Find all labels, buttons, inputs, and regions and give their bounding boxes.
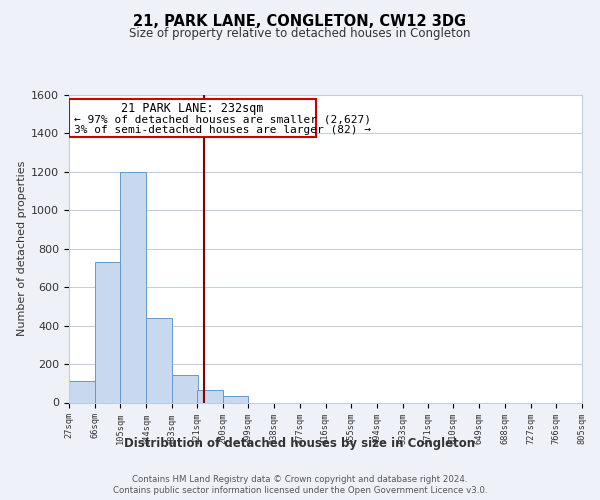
Text: 21 PARK LANE: 232sqm: 21 PARK LANE: 232sqm (121, 102, 264, 114)
Text: 3% of semi-detached houses are larger (82) →: 3% of semi-detached houses are larger (8… (74, 126, 371, 136)
Text: Size of property relative to detached houses in Congleton: Size of property relative to detached ho… (129, 27, 471, 40)
Bar (121, 172, 146, 402)
Bar (69, 382, 95, 402)
Bar (146, 318, 172, 402)
Bar (223, 396, 248, 402)
Text: Contains HM Land Registry data © Crown copyright and database right 2024.: Contains HM Land Registry data © Crown c… (132, 475, 468, 484)
Text: Distribution of detached houses by size in Congleton: Distribution of detached houses by size … (124, 438, 476, 450)
Bar (172, 374, 197, 402)
Bar (69, 99, 316, 138)
Bar (197, 390, 223, 402)
Text: Contains public sector information licensed under the Open Government Licence v3: Contains public sector information licen… (113, 486, 487, 495)
Bar (95, 262, 121, 402)
Y-axis label: Number of detached properties: Number of detached properties (17, 161, 27, 336)
Text: ← 97% of detached houses are smaller (2,627): ← 97% of detached houses are smaller (2,… (74, 114, 371, 124)
Text: 21, PARK LANE, CONGLETON, CW12 3DG: 21, PARK LANE, CONGLETON, CW12 3DG (133, 14, 467, 29)
